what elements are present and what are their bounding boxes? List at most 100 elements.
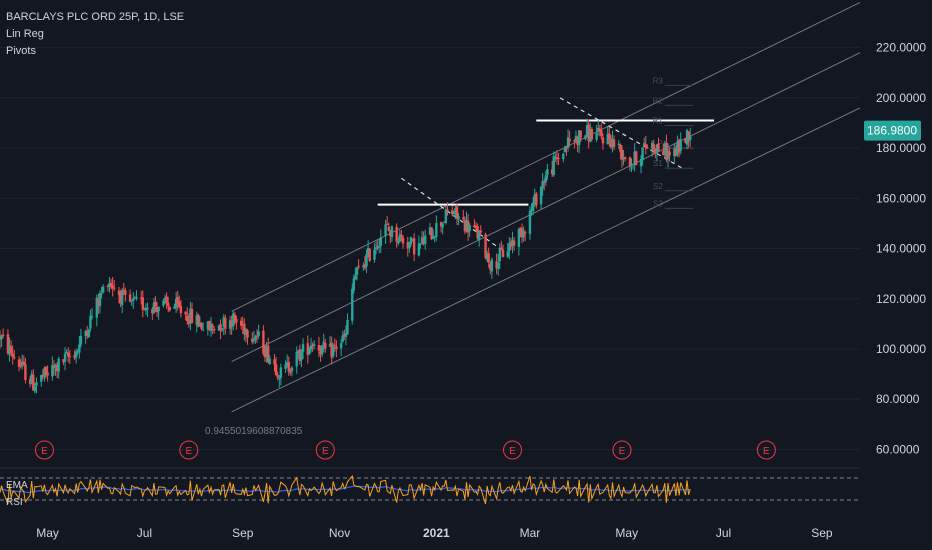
candle-body (289, 371, 292, 373)
pivot-label: R1 (653, 117, 664, 126)
candle-body (662, 151, 665, 156)
price-tick-label: 60.0000 (876, 442, 920, 456)
candle-body (32, 375, 35, 391)
pivots-legend[interactable]: Pivots (6, 45, 36, 57)
candle-body (574, 136, 578, 142)
candle-body (143, 308, 146, 310)
candle-body (677, 140, 681, 153)
candle-body (239, 320, 243, 326)
candle-body (565, 146, 568, 149)
candle-body (87, 329, 91, 337)
candle-body (162, 300, 165, 306)
candle-body (268, 358, 271, 364)
candle-body (320, 345, 324, 355)
candle-body (411, 238, 414, 240)
pivot-levels: R3 R2 R1 P S1 S2 S3 (653, 76, 694, 209)
earnings-marker: E (503, 440, 523, 460)
candle-body (79, 335, 83, 345)
candle-body (487, 253, 490, 263)
candle-body (385, 223, 389, 225)
earnings-letter: E (619, 446, 626, 457)
candle-body (611, 139, 614, 148)
candle-body (596, 127, 600, 132)
time-tick-label: Mar (520, 526, 541, 540)
candle-body (319, 351, 322, 355)
candle-body (235, 319, 238, 323)
candle-body (620, 150, 624, 160)
candle-body (109, 282, 113, 286)
candle-body (490, 259, 494, 272)
candle-body (178, 301, 181, 307)
candle-body (555, 157, 559, 160)
candle-body (509, 241, 513, 247)
rsi-legend[interactable]: RSI (6, 497, 23, 508)
candle-body (55, 365, 59, 371)
candle-body (179, 305, 183, 314)
channel-line (231, 107, 861, 413)
candle-body (630, 166, 633, 168)
candle-body (106, 285, 110, 287)
candle-body (500, 247, 503, 250)
candle-body (522, 230, 525, 238)
symbol-title[interactable]: BARCLAYS PLC ORD 25P, 1D, LSE (6, 11, 185, 23)
candle-body (119, 293, 122, 304)
candle-body (544, 175, 548, 183)
candle-body (635, 151, 638, 165)
candle-body (533, 194, 536, 204)
candle-body (17, 359, 21, 367)
candle-body (601, 137, 605, 144)
candle-body (76, 351, 79, 353)
candle-body (362, 265, 365, 268)
candle-body (266, 345, 270, 363)
candle-body (265, 345, 268, 357)
candle-body (433, 236, 436, 238)
candle-body (263, 353, 267, 358)
candle-body (63, 353, 67, 362)
candle-body (62, 359, 65, 363)
lin-reg-legend[interactable]: Lin Reg (6, 28, 44, 40)
candle-body (550, 169, 554, 174)
candle-body (209, 324, 213, 331)
candle-body (152, 302, 156, 314)
candle-body (665, 142, 668, 160)
candle-body (279, 367, 283, 378)
ema-legend[interactable]: EMA (6, 480, 28, 491)
candle-body (166, 302, 170, 306)
rsi-line (0, 474, 691, 505)
candle-body (639, 158, 643, 167)
candle-body (643, 143, 646, 146)
candle-body (244, 329, 248, 336)
candle-body (489, 263, 492, 270)
candle-body (568, 138, 571, 142)
candle-body (295, 351, 298, 367)
candle-body (285, 362, 289, 366)
candle-body (431, 235, 435, 240)
candle-body (257, 331, 260, 337)
candle-body (155, 307, 159, 313)
candle-body (598, 128, 601, 132)
candle-body (435, 222, 438, 237)
earnings-circle (179, 440, 199, 460)
candle-body (455, 206, 459, 219)
candle-body (468, 225, 471, 232)
candle-body (95, 297, 98, 318)
candle-body (174, 298, 178, 308)
candle-body (543, 181, 546, 183)
candle-body (466, 220, 470, 233)
candle-body (524, 232, 527, 234)
candle-body (176, 297, 179, 304)
candle-body (44, 366, 48, 373)
candle-body (652, 144, 655, 150)
candle-body (228, 320, 232, 329)
candle-body (252, 339, 256, 341)
candle-body (663, 143, 667, 155)
candle-body (120, 290, 124, 305)
candle-body (406, 242, 409, 249)
channel-line (231, 2, 861, 312)
candle-body (443, 221, 446, 223)
earnings-marker: E (315, 440, 335, 460)
candle-body (501, 249, 505, 257)
earnings-marker: E (756, 440, 776, 460)
candle-body (28, 379, 32, 384)
